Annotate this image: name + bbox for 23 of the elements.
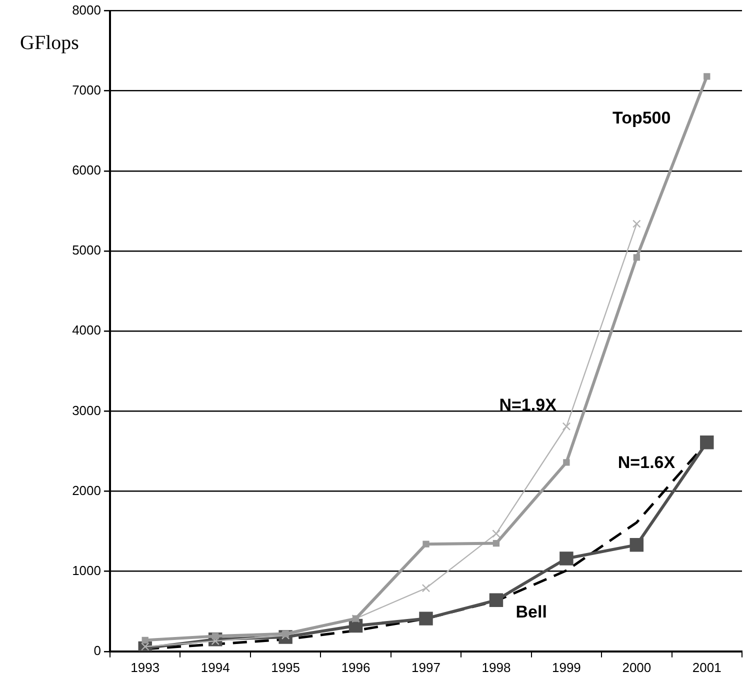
series-label: Top500 — [612, 108, 671, 128]
y-tick-label: 2000 — [72, 482, 101, 498]
x-tick-label: 2000 — [622, 660, 652, 675]
x-tick-label: 1996 — [341, 660, 370, 675]
y-tick-label: 7000 — [72, 82, 101, 98]
series-label: N=1.6X — [618, 452, 676, 472]
y-tick-label: 3000 — [72, 402, 101, 418]
series-label: Bell — [516, 602, 547, 622]
y-tick-label: 6000 — [72, 162, 101, 178]
x-tick-label: 1994 — [200, 660, 230, 675]
y-tick-label: 0 — [94, 642, 101, 658]
y-tick-label: 8000 — [72, 2, 101, 18]
x-tick-label: 1999 — [552, 660, 581, 675]
y-axis-title: GFlops — [20, 32, 80, 54]
x-tick-label: 1993 — [130, 660, 160, 675]
series-label: N=1.9X — [499, 395, 558, 414]
x-tick-label: 1998 — [482, 660, 511, 675]
x-tick-label: 2001 — [692, 660, 722, 675]
y-tick-label: 1000 — [72, 562, 101, 578]
x-tick-label: 1995 — [271, 660, 300, 675]
x-tick-label: 1997 — [412, 660, 440, 675]
y-tick-label: 4000 — [72, 322, 101, 338]
y-tick-label: 5000 — [72, 242, 101, 258]
